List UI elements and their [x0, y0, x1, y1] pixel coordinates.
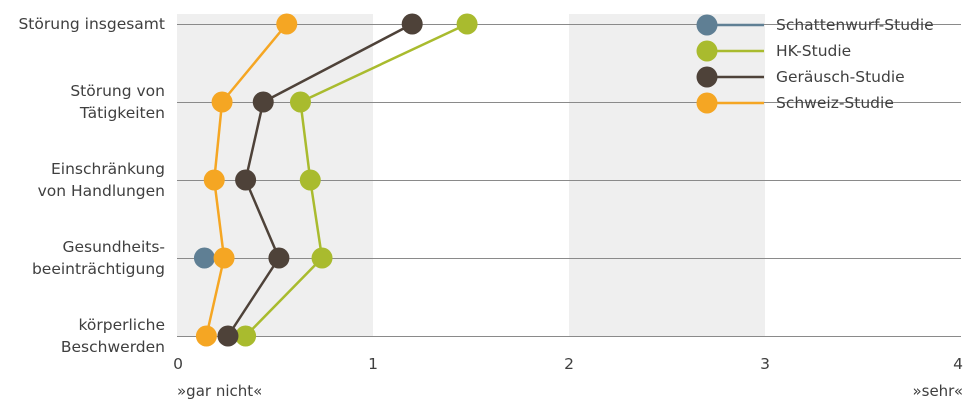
data-point-3-2 [252, 91, 274, 113]
background-bands [177, 14, 765, 337]
legend-item-2: HK-Studie [696, 40, 851, 62]
data-point-3-1 [401, 13, 423, 35]
data-point-4-3 [203, 169, 225, 191]
legend: Schattenwurf-Studie HK-Studie Geräusch-Stu… [696, 14, 934, 114]
data-point-3-5 [217, 325, 239, 347]
data-point-2-1 [456, 13, 478, 35]
data-point-4-4 [213, 247, 235, 269]
x-tick-label-1: 1 [368, 355, 378, 373]
series-layer [193, 13, 478, 347]
data-point-3-3 [235, 169, 257, 191]
category-label-1: Störung insgesamt [18, 15, 165, 33]
legend-marker-1 [696, 14, 718, 36]
legend-item-4: Schweiz-Studie [696, 92, 894, 114]
data-point-2-4 [311, 247, 333, 269]
category-label-3-line-2: von Handlungen [38, 182, 165, 200]
data-point-2-5 [235, 325, 257, 347]
legend-marker-3 [696, 66, 718, 88]
series-2 [235, 13, 478, 347]
legend-label-4: Schweiz-Studie [776, 94, 894, 112]
legend-label-3: Geräusch-Studie [776, 68, 905, 86]
background-band-2 [569, 14, 765, 337]
x-tick-label-2: 2 [564, 355, 574, 373]
data-point-2-2 [289, 91, 311, 113]
data-point-3-4 [268, 247, 290, 269]
legend-marker-2 [696, 40, 718, 62]
legend-item-3: Geräusch-Studie [696, 66, 905, 88]
legend-marker-4 [696, 92, 718, 114]
x-tick-label-3: 3 [760, 355, 770, 373]
category-label-5-line-1: körperliche [78, 316, 165, 334]
x-axis-max-label: »sehr« [912, 382, 963, 400]
legend-item-1: Schattenwurf-Studie [696, 14, 934, 36]
data-point-4-5 [195, 325, 217, 347]
series-3 [217, 13, 423, 347]
data-point-4-1 [276, 13, 298, 35]
series-4 [195, 13, 298, 347]
category-label-4-line-1: Gesundheits- [62, 238, 165, 256]
category-label-4-line-2: beeinträchtigung [32, 260, 165, 278]
x-tick-label-4: 4 [953, 355, 963, 373]
legend-label-2: HK-Studie [776, 42, 851, 60]
data-point-1-1 [193, 247, 215, 269]
legend-label-1: Schattenwurf-Studie [776, 16, 934, 34]
data-point-2-3 [299, 169, 321, 191]
x-axis-min-label: »gar nicht« [177, 382, 262, 400]
category-label-3-line-1: Einschränkung [51, 160, 165, 178]
category-label-2-line-2: Tätigkeiten [79, 104, 165, 122]
x-tick-label-0: 0 [173, 355, 183, 373]
category-label-2-line-1: Störung von [70, 82, 165, 100]
category-label-5-line-2: Beschwerden [61, 338, 165, 356]
x-axis-ticks: 0 1 2 3 4 [173, 355, 963, 373]
data-point-4-2 [211, 91, 233, 113]
series-1 [193, 247, 215, 269]
category-labels: Störung insgesamt Störung von Tätigkeiten E… [18, 15, 165, 356]
